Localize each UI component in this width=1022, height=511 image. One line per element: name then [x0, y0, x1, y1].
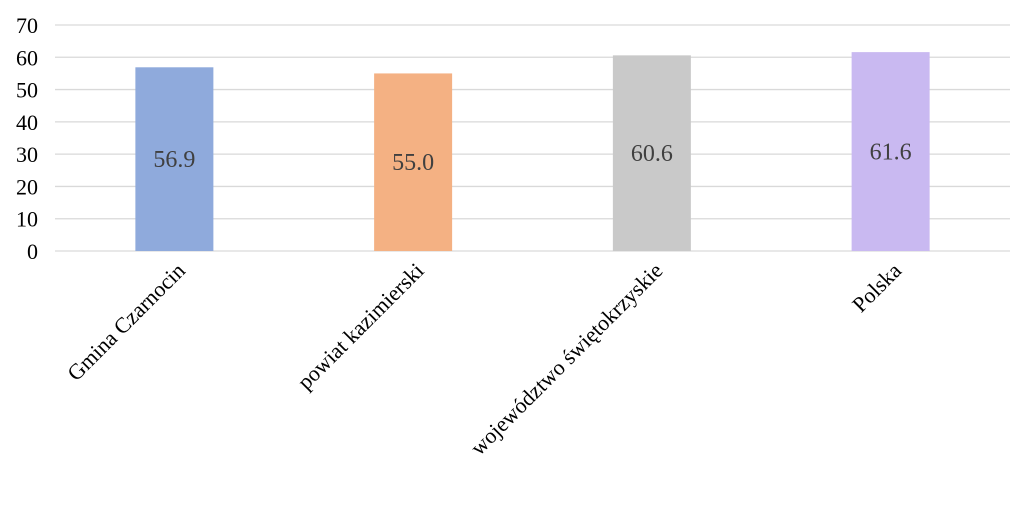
y-tick-label: 70 [16, 13, 38, 38]
bar-1 [135, 67, 214, 252]
x-category-label: województwo świętokrzyskie [465, 258, 667, 460]
bar-2 [374, 73, 453, 251]
data-labels: 56.9 55.0 60.6 61.6 [153, 140, 911, 177]
y-axis-ticks: 0 10 20 30 40 50 60 70 [16, 13, 38, 264]
x-category-label: powiat kazimierski [292, 258, 428, 394]
data-label: 60.6 [631, 141, 673, 167]
data-label: 61.6 [870, 140, 912, 166]
bar-3 [612, 55, 691, 251]
y-tick-label: 30 [16, 142, 38, 167]
y-tick-label: 10 [16, 207, 38, 232]
x-category-label: Gmina Czarnocin [62, 258, 190, 386]
y-tick-label: 0 [27, 239, 38, 264]
x-category-label: Polska [847, 258, 906, 317]
y-tick-label: 40 [16, 110, 38, 135]
bar-4 [851, 52, 930, 252]
y-tick-label: 50 [16, 78, 38, 103]
data-label: 55.0 [392, 150, 434, 176]
y-tick-label: 60 [16, 45, 38, 70]
bars [135, 52, 930, 252]
gridlines [55, 24, 1010, 252]
data-label: 56.9 [153, 147, 195, 173]
x-axis-categories: Gmina Czarnocin powiat kazimierski wojewód… [62, 258, 906, 460]
y-tick-label: 20 [16, 174, 38, 199]
